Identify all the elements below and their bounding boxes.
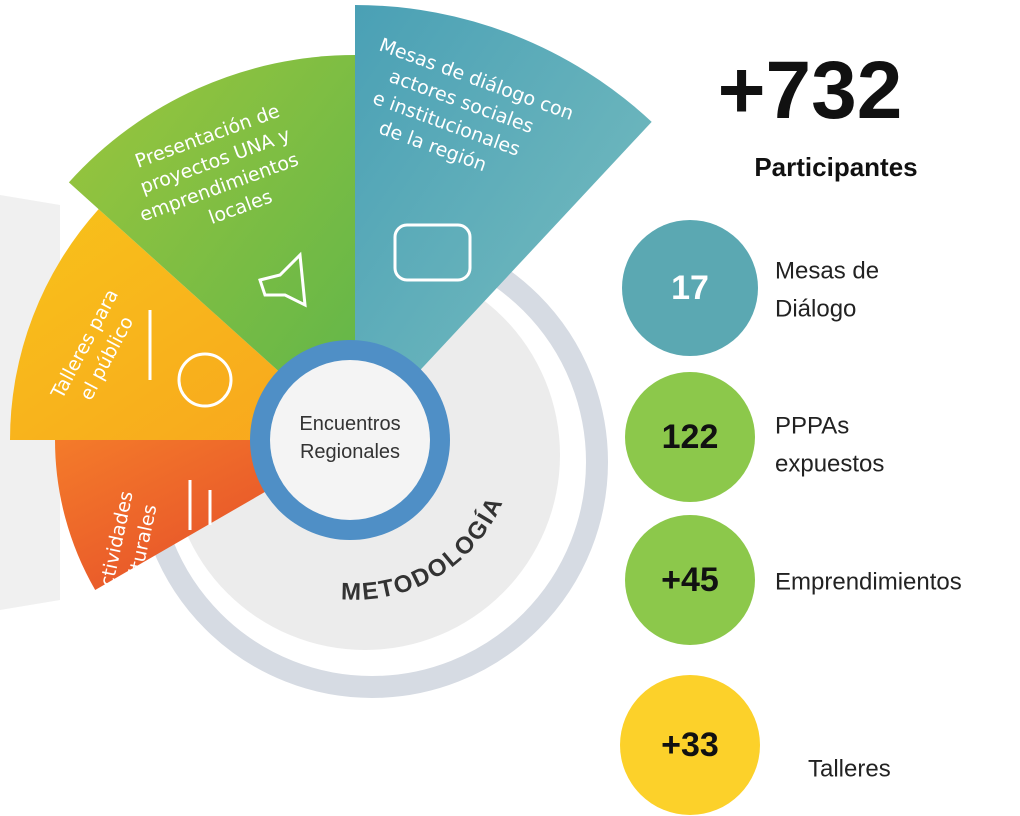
icons — [148, 223, 472, 530]
stat-label: Talleres — [808, 755, 891, 782]
stat-label: expuestos — [775, 450, 884, 477]
stat-value: 122 — [662, 418, 719, 456]
speaker-icon — [258, 251, 307, 308]
stat-value: 17 — [671, 269, 709, 307]
stat-value: +45 — [661, 561, 719, 599]
headline-value: +732 — [718, 45, 903, 136]
stat-circle — [625, 372, 755, 502]
stat-label: PPPAs — [775, 412, 849, 439]
handshake-icon — [393, 223, 472, 282]
segment — [355, 5, 652, 440]
center-disc — [270, 360, 430, 520]
stat-label: Emprendimientos — [775, 568, 962, 595]
palette-icon — [177, 352, 233, 408]
stat-value: +33 — [661, 726, 719, 764]
stat-circle — [625, 515, 755, 645]
stat-circle — [620, 675, 760, 815]
segment — [68, 55, 355, 440]
stat-circle — [622, 220, 758, 356]
headline-label: Participantes — [754, 152, 917, 182]
center-label: Encuentros — [299, 413, 400, 435]
music-icon — [188, 480, 212, 530]
stat-label: Diálogo — [775, 295, 856, 322]
center-label: Regionales — [300, 441, 400, 463]
stat-label: Mesas de — [775, 257, 879, 284]
